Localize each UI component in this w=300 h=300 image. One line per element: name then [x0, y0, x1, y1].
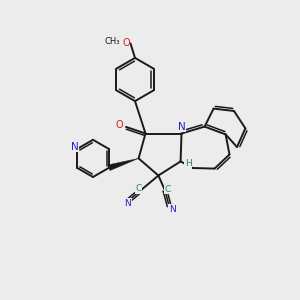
Text: O: O: [122, 38, 130, 49]
Text: N: N: [178, 122, 185, 132]
Text: N: N: [169, 205, 175, 214]
Polygon shape: [108, 158, 139, 171]
Text: H: H: [185, 159, 191, 168]
Text: N: N: [70, 142, 78, 152]
Text: N: N: [124, 199, 131, 208]
Text: O: O: [116, 120, 123, 130]
Text: C: C: [136, 184, 142, 193]
Text: C: C: [165, 185, 171, 194]
Text: CH₃: CH₃: [104, 38, 120, 46]
